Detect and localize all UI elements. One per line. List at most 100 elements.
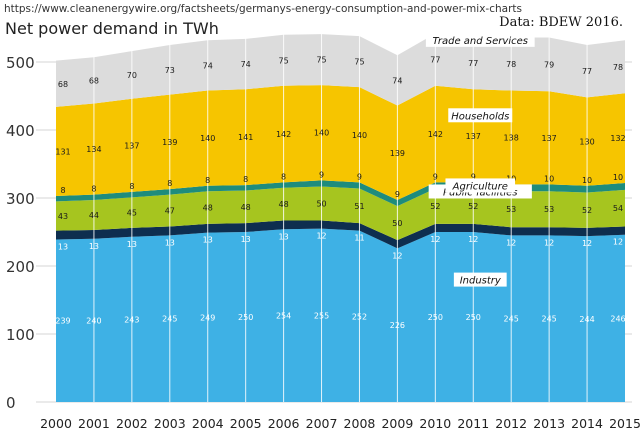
data-label: 142 [276, 130, 291, 139]
data-label: 52 [468, 202, 478, 211]
x-tick-label: 2009 [381, 416, 413, 431]
data-label: 12 [506, 238, 516, 247]
data-credit: Data: BDEW 2016. [499, 15, 623, 30]
y-tick-label: 100 [6, 326, 35, 344]
data-label: 13 [203, 236, 213, 245]
data-label: 12 [430, 235, 440, 244]
data-label: 140 [200, 134, 215, 143]
x-tick-label: 2015 [609, 416, 640, 431]
x-tick-label: 2010 [419, 416, 451, 431]
data-label: 249 [200, 313, 215, 322]
data-label: 8 [60, 186, 65, 195]
data-label: 226 [390, 321, 405, 330]
data-label: 10 [613, 173, 623, 182]
data-label: 44 [89, 211, 99, 220]
data-label: 11 [354, 234, 364, 243]
y-tick-label: 400 [6, 122, 35, 140]
y-tick-label: 500 [6, 54, 35, 72]
data-label: 52 [430, 202, 440, 211]
data-label: 75 [279, 56, 289, 65]
data-label: 54 [613, 204, 623, 213]
data-label: 43 [58, 212, 68, 221]
data-label: 252 [352, 312, 367, 321]
series-label-agriculture: Agriculture [452, 181, 508, 192]
data-label: 77 [468, 59, 478, 68]
data-label: 245 [541, 315, 556, 324]
x-tick-label: 2004 [192, 416, 224, 431]
y-tick-label: 200 [6, 258, 35, 276]
data-label: 74 [241, 60, 251, 69]
data-label: 12 [613, 238, 623, 247]
series-label-box [425, 32, 535, 47]
data-label: 9 [471, 172, 476, 181]
data-label: 73 [165, 66, 175, 75]
data-label: 13 [89, 242, 99, 251]
area-trade-and-services [56, 33, 625, 107]
series-label-public-facilities: Public facilities [443, 187, 518, 198]
data-label: 45 [127, 209, 137, 218]
data-label: 70 [127, 71, 137, 80]
x-tick-label: 2007 [306, 416, 338, 431]
data-label: 53 [544, 205, 554, 214]
data-label: 8 [243, 175, 248, 184]
data-label: 12 [392, 251, 402, 260]
x-tick-label: 2008 [344, 416, 376, 431]
data-label: 9 [433, 172, 438, 181]
data-label: 12 [544, 238, 554, 247]
data-label: 250 [428, 313, 443, 322]
data-label: 48 [203, 204, 213, 213]
data-label: 132 [610, 134, 625, 143]
data-label: 48 [279, 200, 289, 209]
series-label-industry: Industry [460, 276, 502, 287]
data-label: 244 [579, 315, 594, 324]
data-label: 51 [354, 202, 364, 211]
data-label: 47 [165, 207, 175, 216]
data-label: 78 [506, 60, 516, 69]
data-label: 134 [86, 145, 101, 154]
series-label-box [445, 178, 516, 193]
data-label: 79 [544, 60, 554, 69]
x-tick-label: 2002 [116, 416, 148, 431]
area-series-2 [56, 220, 625, 249]
data-label: 68 [89, 76, 99, 85]
x-tick-label: 2001 [78, 416, 110, 431]
data-label: 10 [582, 176, 592, 185]
data-label: 12 [582, 239, 592, 248]
data-label: 13 [165, 238, 175, 247]
data-label: 9 [357, 172, 362, 181]
series-label-households: Households [451, 111, 509, 122]
data-label: 139 [390, 149, 405, 158]
data-label: 13 [127, 240, 137, 249]
data-label: 137 [124, 141, 139, 150]
data-label: 239 [55, 317, 70, 326]
x-tick-label: 2011 [457, 416, 489, 431]
data-label: 140 [314, 129, 329, 138]
data-label: 8 [205, 176, 210, 185]
data-label: 13 [58, 242, 68, 251]
y-tick-label: 300 [6, 190, 35, 208]
data-label: 75 [316, 56, 326, 65]
x-tick-label: 2003 [154, 416, 186, 431]
data-label: 138 [504, 133, 519, 142]
x-tick-label: 2014 [571, 416, 603, 431]
data-label: 53 [506, 205, 516, 214]
data-label: 75 [354, 58, 364, 67]
area-public-facilities [56, 186, 625, 241]
x-tick-label: 2000 [40, 416, 72, 431]
x-tick-label: 2006 [268, 416, 300, 431]
area-industry [56, 228, 625, 402]
data-label: 9 [395, 190, 400, 199]
data-label: 130 [579, 138, 594, 147]
data-label: 13 [279, 232, 289, 241]
series-label-box [453, 272, 507, 287]
x-tick-label: 2013 [533, 416, 565, 431]
data-label: 10 [544, 174, 554, 183]
data-label: 78 [613, 63, 623, 72]
data-label: 246 [610, 314, 625, 323]
data-label: 240 [86, 316, 101, 325]
data-label: 68 [58, 80, 68, 89]
source-url[interactable]: https://www.cleanenergywire.org/factshee… [4, 3, 522, 15]
data-label: 52 [582, 206, 592, 215]
data-label: 245 [504, 315, 519, 324]
